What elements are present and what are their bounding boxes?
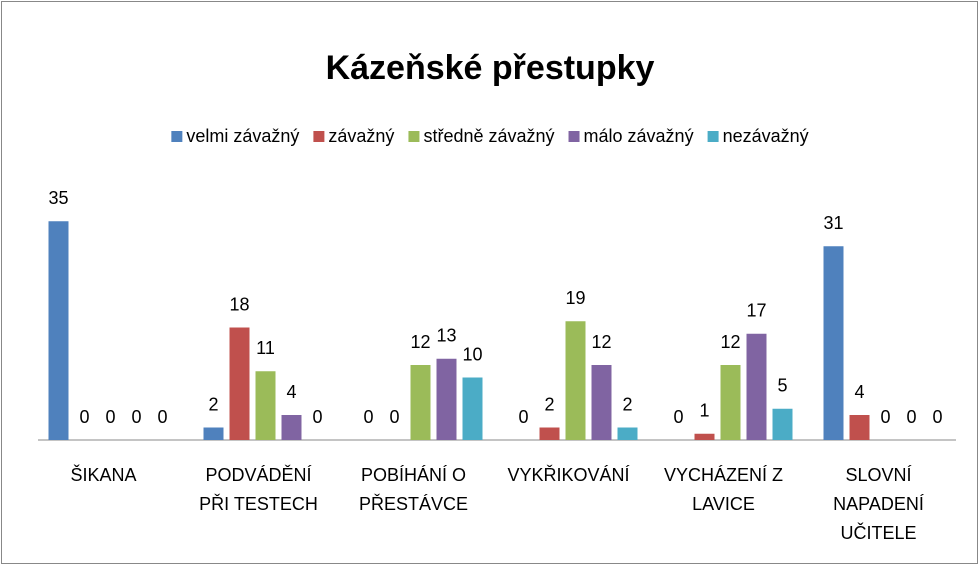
data-label: 10 [462, 344, 482, 364]
data-label: 0 [312, 407, 322, 427]
data-label: 19 [565, 288, 585, 308]
data-label: 11 [256, 338, 275, 358]
bar [823, 246, 844, 440]
bar [203, 427, 224, 440]
data-label: 0 [518, 407, 528, 427]
bar [849, 415, 870, 440]
x-tick-label: PŘI TESTECH [199, 494, 318, 514]
bar [772, 408, 793, 440]
legend-swatch [171, 131, 183, 142]
bar [591, 365, 612, 440]
data-label: 0 [673, 407, 683, 427]
legend-swatch [568, 131, 580, 142]
data-label: 0 [157, 407, 167, 427]
bar [229, 327, 250, 440]
data-label: 18 [229, 294, 249, 314]
bar [255, 371, 276, 440]
legend-swatch [707, 131, 719, 142]
x-tick-label: SLOVNÍ [845, 465, 911, 485]
legend-label: nezávažný [723, 126, 809, 146]
bar [281, 415, 302, 440]
legend-swatch [313, 131, 325, 142]
data-label: 0 [389, 407, 399, 427]
data-label: 2 [544, 394, 554, 414]
chart-title: Kázeňské přestupky [326, 49, 655, 87]
x-tick-label: NAPADENÍ [833, 494, 924, 514]
bar [462, 377, 483, 440]
data-label: 12 [591, 332, 611, 352]
data-label: 4 [854, 382, 864, 402]
legend-swatch [408, 131, 420, 142]
data-label: 31 [823, 213, 843, 233]
data-label: 2 [208, 394, 218, 414]
x-tick-label: ŠIKANA [70, 464, 136, 485]
data-label: 0 [105, 407, 115, 427]
bar [617, 427, 638, 440]
bar [48, 221, 69, 440]
x-tick-label: PODVÁDĚNÍ [205, 465, 311, 485]
bar [539, 427, 560, 440]
data-label: 0 [880, 407, 890, 427]
bar [694, 433, 715, 440]
data-label: 0 [363, 407, 373, 427]
data-label: 0 [131, 407, 141, 427]
data-label: 35 [48, 188, 68, 208]
data-label: 5 [777, 376, 787, 396]
legend-label: středně závažný [423, 126, 554, 146]
x-tick-label: VYCHÁZENÍ Z [664, 465, 783, 485]
data-label: 2 [622, 394, 632, 414]
x-tick-label: UČITELE [840, 522, 916, 543]
legend-label: závažný [328, 126, 394, 146]
data-label: 12 [410, 332, 430, 352]
x-tick-label: VYKŘIKOVÁNÍ [507, 465, 629, 485]
x-tick-label: LAVICE [692, 494, 755, 514]
data-label: 1 [699, 401, 709, 421]
data-label: 17 [746, 301, 766, 321]
data-label: 12 [720, 332, 740, 352]
x-tick-label: POBÍHÁNÍ O [361, 465, 466, 485]
bar [565, 321, 586, 440]
legend-label: málo závažný [584, 126, 694, 146]
legend-label: velmi závažný [186, 126, 299, 146]
data-label: 0 [906, 407, 916, 427]
data-label: 13 [436, 326, 456, 346]
bar [746, 333, 767, 440]
data-label: 0 [932, 407, 942, 427]
bar [410, 365, 431, 440]
bar [436, 358, 457, 440]
bar [720, 365, 741, 440]
x-tick-label: PŘESTÁVCE [359, 494, 468, 514]
legend: velmi závažný závažný středně závažný málo … [171, 126, 809, 146]
data-label: 4 [286, 382, 296, 402]
data-label: 0 [79, 407, 89, 427]
